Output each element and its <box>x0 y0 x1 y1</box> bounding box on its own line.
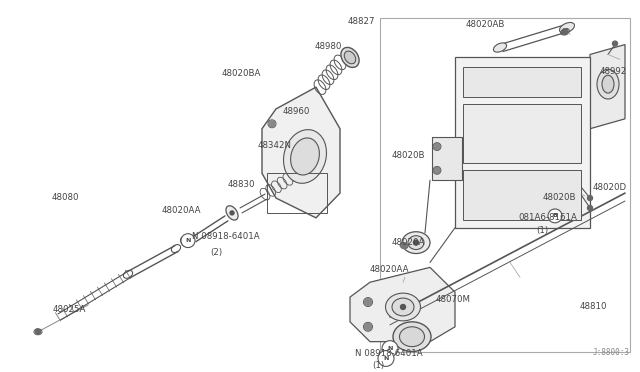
Circle shape <box>378 350 394 366</box>
Text: N 08918-6401A: N 08918-6401A <box>192 232 260 241</box>
Ellipse shape <box>393 322 431 352</box>
Circle shape <box>588 205 593 211</box>
Ellipse shape <box>392 298 414 316</box>
Text: (1): (1) <box>536 226 548 235</box>
Text: 48020B: 48020B <box>392 151 426 160</box>
Circle shape <box>401 243 407 248</box>
Ellipse shape <box>493 43 507 52</box>
Circle shape <box>562 29 568 35</box>
Text: B: B <box>552 214 557 218</box>
Polygon shape <box>432 137 462 180</box>
Ellipse shape <box>408 236 424 250</box>
Polygon shape <box>262 87 340 218</box>
Polygon shape <box>455 57 590 228</box>
Text: 48810: 48810 <box>580 302 607 311</box>
Ellipse shape <box>291 138 319 175</box>
Circle shape <box>588 196 593 201</box>
Text: 48020B: 48020B <box>543 193 577 202</box>
Text: 48020AB: 48020AB <box>466 20 506 29</box>
Ellipse shape <box>399 327 424 347</box>
Circle shape <box>230 211 234 215</box>
Text: 48342N: 48342N <box>258 141 292 150</box>
Polygon shape <box>350 267 455 341</box>
Circle shape <box>434 144 440 150</box>
Text: N: N <box>387 346 393 351</box>
Ellipse shape <box>226 206 238 220</box>
Circle shape <box>365 323 371 330</box>
Bar <box>463 104 581 163</box>
Ellipse shape <box>602 75 614 93</box>
Ellipse shape <box>559 22 575 33</box>
Text: 48827: 48827 <box>348 17 376 26</box>
Text: (1): (1) <box>372 362 384 371</box>
Ellipse shape <box>284 129 326 183</box>
Ellipse shape <box>341 47 359 67</box>
Text: 48025A: 48025A <box>53 305 86 314</box>
Text: (2): (2) <box>210 248 222 257</box>
Bar <box>267 173 327 213</box>
Circle shape <box>365 299 371 305</box>
Text: 081A6-8161A: 081A6-8161A <box>518 213 577 222</box>
Text: 48020BA: 48020BA <box>222 69 261 78</box>
Text: 48020AA: 48020AA <box>370 265 410 275</box>
Text: N: N <box>383 356 388 361</box>
Text: 48020A: 48020A <box>392 238 426 247</box>
Circle shape <box>182 239 188 245</box>
Text: N: N <box>186 238 191 243</box>
Ellipse shape <box>182 238 188 245</box>
Circle shape <box>413 240 419 245</box>
Text: 48992: 48992 <box>600 67 627 76</box>
Ellipse shape <box>402 232 430 253</box>
Circle shape <box>269 121 275 127</box>
Circle shape <box>401 305 406 310</box>
Polygon shape <box>590 45 625 129</box>
Bar <box>463 170 581 220</box>
Circle shape <box>612 41 618 46</box>
Circle shape <box>35 329 40 334</box>
Ellipse shape <box>597 69 619 99</box>
Ellipse shape <box>344 51 356 64</box>
Text: 48070M: 48070M <box>436 295 471 304</box>
Circle shape <box>434 167 440 173</box>
Text: J:8800:3: J:8800:3 <box>593 347 630 356</box>
Text: 48020AA: 48020AA <box>162 206 202 215</box>
Text: 48020D: 48020D <box>593 183 627 192</box>
Ellipse shape <box>385 293 420 321</box>
Circle shape <box>548 209 562 223</box>
Text: 48830: 48830 <box>228 180 255 189</box>
Circle shape <box>181 234 195 248</box>
Text: 48960: 48960 <box>283 107 310 116</box>
Text: 48980: 48980 <box>315 42 342 51</box>
Bar <box>463 67 581 97</box>
Text: 48080: 48080 <box>52 193 79 202</box>
Text: N 08918-6401A: N 08918-6401A <box>355 349 422 357</box>
Circle shape <box>382 341 398 356</box>
